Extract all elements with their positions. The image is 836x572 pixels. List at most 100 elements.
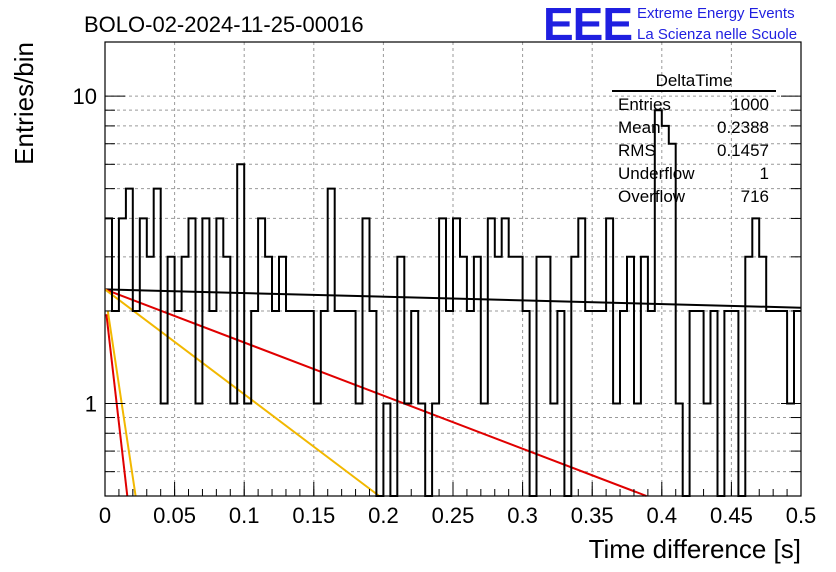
fit-curve-3 (104, 288, 380, 497)
axis-ticks (104, 95, 802, 497)
histogram-bin (342, 311, 349, 496)
histogram-bin (335, 311, 342, 496)
histogram-bin (620, 311, 627, 496)
histogram-bin (439, 218, 446, 496)
histogram-bin (599, 311, 606, 496)
histogram-bin (196, 404, 203, 497)
stats-box: DeltaTime Entries 1000 Mean 0.2388 RMS 0… (612, 71, 776, 206)
stats-label-underflow: Underflow (618, 164, 695, 183)
x-tick-label: 0.4 (647, 503, 678, 528)
histogram-bin (321, 311, 328, 496)
histogram-bin (140, 218, 147, 496)
histogram-bin (627, 257, 634, 496)
histogram (105, 109, 801, 497)
histogram-bin (370, 311, 377, 496)
histogram-bin (202, 218, 209, 496)
axis-tick-labels: 0 0.05 0.1 0.15 0.2 0.25 0.3 0.35 0.4 0.45 0.5 1 10 (73, 84, 817, 528)
histogram-bin (307, 311, 314, 496)
histogram-bin (460, 257, 467, 496)
histogram-bin (105, 218, 112, 496)
histogram-bin (272, 311, 279, 496)
histogram-bin (411, 311, 418, 496)
histogram-bin (383, 404, 390, 497)
histogram-bin (550, 404, 557, 497)
histogram-bin (133, 311, 140, 496)
histogram-bin (509, 257, 516, 496)
histogram-bin (349, 311, 356, 496)
histogram-bin (293, 311, 300, 496)
y-tick-label: 1 (85, 391, 97, 416)
histogram-bin (467, 311, 474, 496)
stats-value-overflow: 716 (741, 187, 769, 206)
histogram-bin (523, 311, 530, 496)
histogram-bin (516, 257, 523, 496)
histogram-bin (279, 257, 286, 496)
histogram-bin (119, 218, 126, 496)
histogram-bin (704, 404, 711, 497)
histogram-bin (690, 311, 697, 496)
histogram-bin (189, 218, 196, 496)
x-tick-label: 0 (99, 503, 111, 528)
histogram-bin (495, 257, 502, 496)
histogram-bin (606, 218, 613, 496)
x-tick-label: 0.45 (710, 503, 753, 528)
histogram-bin (418, 404, 425, 497)
histogram-bin (711, 311, 718, 496)
histogram-bin (481, 404, 488, 497)
histogram-bin (404, 404, 411, 497)
chart-title: BOLO-02-2024-11-25-00016 (84, 12, 364, 37)
stats-box-title: DeltaTime (656, 71, 733, 90)
histogram-bin (676, 404, 683, 497)
y-axis-label: Entries/bin (9, 42, 39, 165)
x-tick-label: 0.5 (786, 503, 817, 528)
histogram-bin (773, 311, 780, 496)
stats-label-mean: Mean (618, 118, 661, 137)
histogram-bin (300, 311, 307, 496)
x-tick-label: 0.15 (292, 503, 335, 528)
histogram-bin (453, 218, 460, 496)
histogram-bin (147, 257, 154, 496)
histogram-bin (571, 257, 578, 496)
histogram-bin (328, 189, 335, 496)
stats-value-underflow: 1 (760, 164, 769, 183)
histogram-bin (265, 257, 272, 496)
histogram-bin (175, 311, 182, 496)
stats-label-rms: RMS (618, 141, 656, 160)
histogram-bin (126, 189, 133, 496)
histogram-bin (745, 257, 752, 496)
histogram-bin (613, 404, 620, 497)
x-axis-label: Time difference [s] (589, 534, 801, 564)
histogram-bin (752, 218, 759, 496)
histogram-bin (286, 311, 293, 496)
histogram-bin (397, 257, 404, 496)
histogram-bin (216, 218, 223, 496)
histogram-bin (432, 404, 439, 497)
x-tick-label: 0.25 (432, 503, 475, 528)
histogram-bin (258, 218, 265, 496)
histogram-bin (641, 257, 648, 496)
histogram-bin (488, 218, 495, 496)
eee-logo-line2: La Scienza nelle Scuole (637, 26, 797, 43)
x-tick-label: 0.05 (153, 503, 196, 528)
histogram-bin (724, 311, 731, 496)
histogram-bin (363, 218, 370, 496)
histogram-bin (230, 404, 237, 497)
histogram-bin (223, 257, 230, 496)
x-tick-label: 0.2 (368, 503, 399, 528)
histogram-bin (578, 218, 585, 496)
histogram-bin (237, 164, 244, 496)
x-tick-label: 0.1 (229, 503, 260, 528)
stats-label-entries: Entries (618, 95, 671, 114)
x-tick-label: 0.3 (507, 503, 538, 528)
stats-value-rms: 0.1457 (717, 141, 769, 160)
stats-label-overflow: Overflow (618, 187, 686, 206)
histogram-bin (182, 257, 189, 496)
histogram-bin (557, 311, 564, 496)
histogram-bin (251, 311, 258, 496)
stats-value-mean: 0.2388 (717, 118, 769, 137)
histogram-bin (161, 404, 168, 497)
histogram-bin (759, 257, 766, 496)
histogram-bin (697, 311, 704, 496)
histogram-bin (585, 311, 592, 496)
